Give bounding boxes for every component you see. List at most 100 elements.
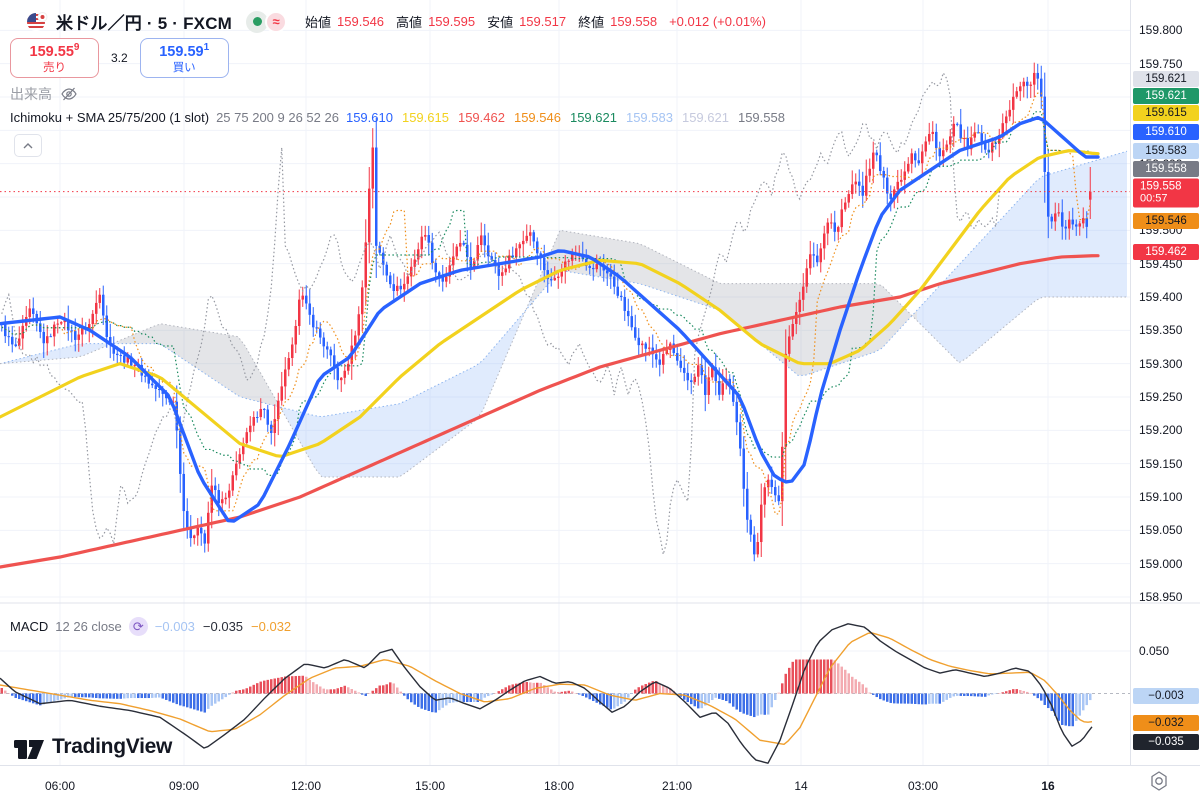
candle-body	[396, 285, 399, 291]
macd-histogram-bar	[427, 693, 430, 711]
macd-title[interactable]: MACD	[10, 619, 49, 634]
time-tick: 12:00	[290, 779, 322, 793]
macd-histogram-bar	[119, 693, 122, 699]
tradingview-logo[interactable]: TradingView	[14, 735, 172, 759]
macd-histogram-bar	[833, 660, 836, 694]
volume-label[interactable]: 出来高	[10, 86, 52, 102]
collapse-legend-button[interactable]	[14, 134, 42, 157]
macd-histogram-bar	[963, 693, 966, 696]
main-pane[interactable]	[0, 62, 1130, 569]
macd-histogram-bar	[256, 683, 259, 694]
symbol-title[interactable]: 米ドル／円 · 5 · FXCM	[56, 14, 233, 33]
macd-histogram-bar	[133, 693, 136, 699]
macd-histogram-bar	[606, 693, 609, 708]
macd-histogram-bar	[305, 676, 308, 694]
candle-body	[1012, 96, 1015, 110]
macd-histogram-bar	[287, 676, 290, 694]
candle-body	[1015, 91, 1018, 97]
candle-body	[361, 287, 364, 315]
candle-body	[840, 209, 843, 228]
market-status[interactable]: ≈	[246, 10, 288, 33]
candle-body	[966, 138, 969, 150]
macd-histogram-bar	[865, 687, 868, 694]
price-label-badge: 159.615	[1133, 105, 1199, 121]
sell-button[interactable]: 159.559 売り	[10, 38, 99, 78]
bar-countdown: 00:57	[1140, 192, 1168, 205]
macd-histogram-bar	[543, 685, 546, 694]
macd-histogram-bar	[189, 693, 192, 709]
macd-histogram-bar	[329, 689, 332, 694]
macd-histogram-bar	[651, 681, 654, 694]
macd-histogram-bar	[921, 693, 924, 705]
indicator-value: 159.462	[457, 110, 505, 125]
buy-button[interactable]: 159.591 買い	[139, 38, 229, 78]
macd-histogram-bar	[777, 692, 780, 694]
macd-histogram-bar	[140, 693, 143, 699]
macd-histogram-bar	[756, 693, 759, 716]
candle-body	[952, 123, 955, 137]
candle-body	[522, 240, 525, 245]
macd-histogram-bar	[644, 684, 647, 694]
macd-histogram-bar	[161, 693, 164, 699]
candle-body	[112, 345, 115, 354]
candle-body	[438, 272, 441, 277]
macd-histogram-bar	[847, 673, 850, 694]
time-scale[interactable]: 06:00 09:00 12:00 15:00 18:00 21:00 14 03:00 16	[0, 765, 1200, 803]
macd-histogram-bar	[924, 693, 927, 705]
sma-line	[0, 254, 1100, 569]
candle-body	[973, 132, 976, 138]
macd-histogram-bar	[952, 693, 955, 697]
macd-histogram-bar	[396, 687, 399, 694]
macd-histogram-bar	[1008, 690, 1011, 694]
ohlc-readout: 始値 159.546 高値 159.595 安値 159.517 終値 159.558 +0.0…	[305, 12, 766, 31]
candle-body	[371, 147, 374, 189]
macd-histogram-bar	[592, 693, 595, 702]
macd-histogram-bar	[613, 693, 616, 709]
time-tick: 16	[1041, 779, 1055, 793]
candle-body	[1064, 226, 1067, 229]
gear-icon	[1151, 771, 1167, 791]
macd-histogram-bar	[280, 677, 283, 694]
candle-body	[917, 160, 920, 164]
macd-histogram-bar	[742, 693, 745, 714]
macd-histogram-bar	[249, 686, 252, 694]
candle-body	[756, 542, 759, 555]
eye-off-icon[interactable]	[60, 85, 78, 103]
candle-body	[613, 276, 616, 287]
candle-body	[214, 485, 217, 491]
macd-pane[interactable]	[0, 623, 1130, 764]
price-tick: 159.150	[1139, 456, 1183, 471]
candle-body	[1071, 219, 1074, 225]
macd-histogram-bar	[165, 693, 168, 700]
candle-body	[637, 337, 640, 346]
candle-body	[1075, 224, 1078, 227]
candle-body	[550, 279, 553, 281]
candle-body	[46, 336, 49, 344]
macd-histogram-bar	[431, 693, 434, 713]
macd-histogram-bar	[1036, 693, 1039, 699]
macd-histogram-bar	[371, 690, 374, 694]
axis-settings-button[interactable]	[1148, 770, 1170, 792]
ohlc-value: 159.546	[337, 14, 385, 29]
candle-body	[672, 343, 675, 354]
macd-line	[0, 623, 1093, 764]
candle-body	[336, 367, 339, 381]
macd-histogram-bar	[112, 693, 115, 699]
candle-body	[557, 276, 560, 278]
macd-histogram-bar	[609, 693, 612, 710]
candle-body	[655, 354, 658, 360]
ohlc-label: 終値	[578, 15, 605, 30]
macd-histogram-bar	[476, 693, 479, 702]
refresh-icon[interactable]: ⟳	[128, 617, 148, 636]
candle-body	[945, 144, 948, 151]
time-tick: 09:00	[168, 779, 200, 793]
ichimoku-title[interactable]: Ichimoku + SMA 25/75/200 (1 slot)	[10, 110, 210, 125]
candle-body	[854, 181, 857, 185]
macd-histogram-bar	[830, 659, 833, 694]
macd-histogram-bar	[683, 693, 686, 700]
macd-histogram-bar	[1064, 693, 1067, 726]
macd-histogram-bar	[774, 693, 777, 700]
price-scale[interactable]: 159.800159.750159.700159.650159.600159.5…	[1130, 0, 1200, 765]
macd-histogram-bar	[938, 693, 941, 704]
